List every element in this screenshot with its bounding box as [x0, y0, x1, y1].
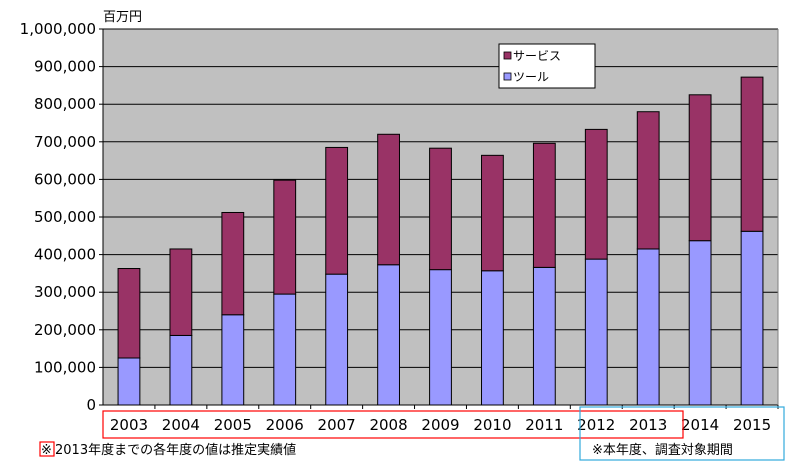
bar-tool-2014	[688, 240, 712, 406]
y-tick-label: 900,000	[34, 58, 96, 76]
bar-tool-2008	[377, 264, 400, 406]
bar-service-2009	[429, 147, 452, 271]
x-tick-label: 2012	[577, 416, 615, 434]
legend-swatch-service	[503, 51, 512, 60]
legend-label-tool: ツール	[513, 70, 549, 84]
y-tick-label: 400,000	[34, 246, 96, 264]
bar-service-2010	[481, 154, 504, 272]
bar-tool-2010	[481, 270, 504, 406]
bar-tool-2004	[169, 334, 193, 406]
bar-service-2013	[636, 111, 660, 250]
x-tick-label: 2013	[629, 416, 667, 434]
x-tick-label: 2014	[681, 416, 719, 434]
bar-service-2008	[377, 133, 400, 266]
x-tick-label: 2009	[421, 416, 459, 434]
estimated-years-highlight	[102, 410, 684, 439]
bar-service-2012	[584, 128, 608, 260]
bar-service-2015	[740, 76, 764, 232]
y-tick-label: 500,000	[34, 208, 96, 226]
x-tick-label: 2005	[214, 416, 252, 434]
y-tick-label: 300,000	[34, 283, 96, 301]
y-tick-label: 100,000	[34, 358, 96, 376]
x-tick-label: 2004	[162, 416, 200, 434]
y-tick-label: 0	[86, 396, 96, 414]
x-tick-label: 2003	[110, 416, 148, 434]
bar-tool-2007	[325, 273, 349, 406]
bar-tool-2006	[273, 293, 297, 406]
y-tick-label: 600,000	[34, 170, 96, 188]
bar-service-2011	[532, 142, 556, 268]
x-tick-label: 2008	[369, 416, 407, 434]
x-tick-label: 2011	[525, 416, 563, 434]
y-tick-label: 1,000,000	[20, 20, 96, 38]
bar-tool-2009	[429, 269, 452, 406]
unit-label: 百万円	[103, 10, 142, 25]
y-tick-label: 200,000	[34, 321, 96, 339]
note-estimated: 2013年度までの各年度の値は推定実績値	[55, 442, 296, 458]
bar-service-2007	[325, 146, 349, 275]
bar-tool-2012	[584, 258, 608, 406]
bar-tool-2011	[532, 266, 556, 406]
bar-service-2005	[221, 211, 245, 316]
y-tick-label: 800,000	[34, 95, 96, 113]
survey-period-highlight	[579, 406, 785, 461]
bar-service-2003	[117, 268, 141, 359]
legend: サービス ツール	[498, 43, 596, 89]
bar-tool-2013	[636, 248, 660, 406]
legend-box	[498, 43, 596, 89]
y-tick-label: 700,000	[34, 133, 96, 151]
x-tick-label: 2010	[473, 416, 511, 434]
note-mark-box	[39, 441, 55, 457]
bar-tool-2005	[221, 314, 245, 406]
legend-swatch-tool	[503, 72, 512, 81]
bar-service-2004	[169, 248, 193, 336]
x-tick-label: 2006	[266, 416, 304, 434]
x-tick-label: 2015	[733, 416, 771, 434]
note-mark: ※	[41, 443, 52, 458]
bar-tool-2015	[740, 230, 764, 406]
bar-service-2014	[688, 94, 712, 242]
x-tick-label: 2007	[318, 416, 356, 434]
legend-label-service: サービス	[513, 49, 561, 63]
note-survey-period: ※本年度、調査対象期間	[592, 442, 733, 458]
bar-service-2006	[273, 179, 297, 295]
bar-tool-2003	[117, 357, 141, 406]
